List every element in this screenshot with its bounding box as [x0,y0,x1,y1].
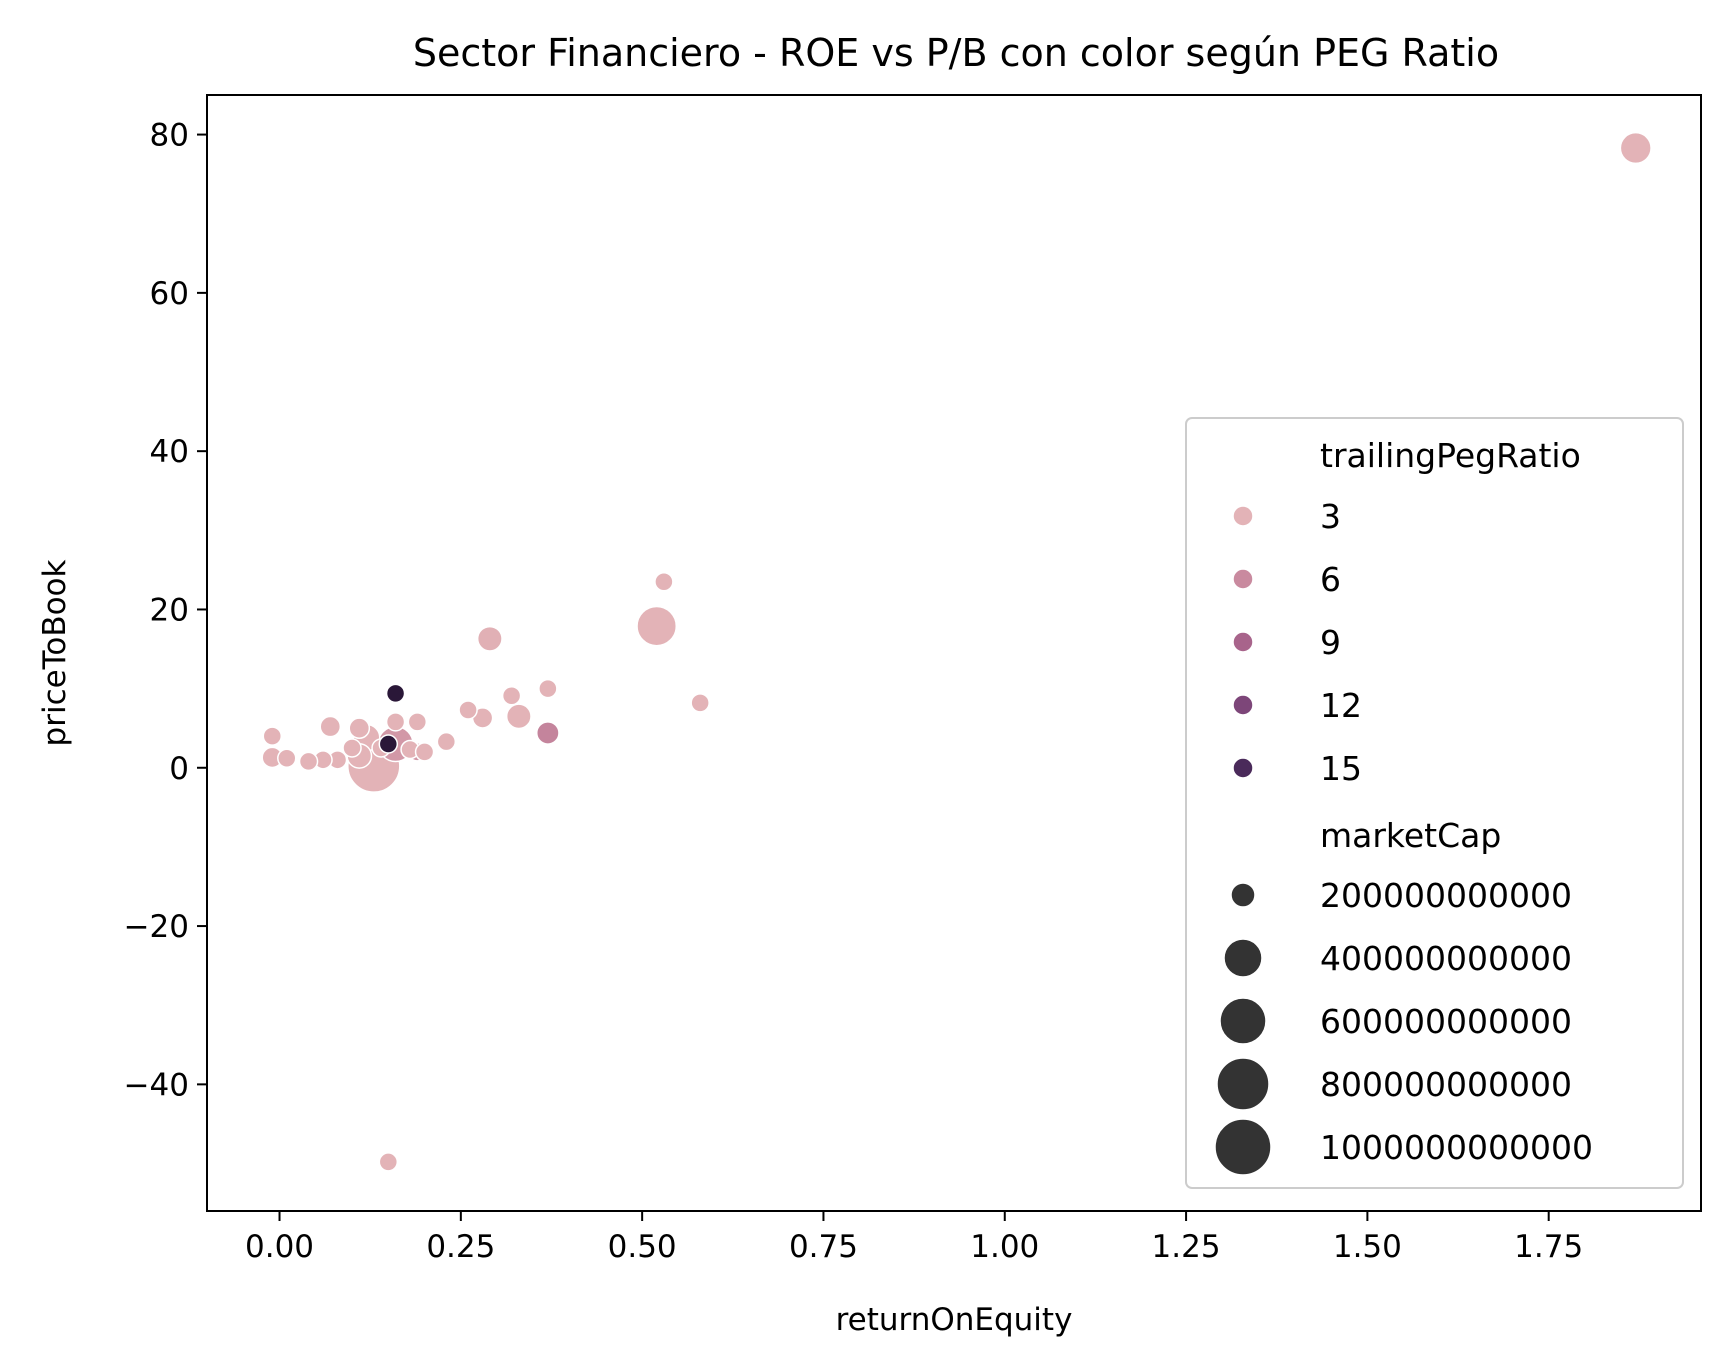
legend-hue-label: 6 [1320,560,1341,599]
y-tick-label: 80 [150,118,189,154]
data-point [378,734,399,754]
data-point [538,678,558,699]
legend-hue-label: 15 [1320,749,1362,788]
legend-hue-marker [1232,505,1254,527]
legend-hue-label: 12 [1320,686,1362,725]
legend-size-label: 200000000000 [1320,876,1572,915]
legend-size-items: 200000000000 400000000000 600000000000 8000… [1214,876,1593,1176]
legend-size-label: 1000000000000 [1320,1128,1593,1167]
data-point [505,703,532,730]
legend-size-marker [1223,938,1263,978]
legend-hue-marker [1232,757,1254,779]
y-tick-label: 20 [150,592,189,628]
legend: trailingPegRatio marketCap 3 6 9 12 15 20000… [1185,417,1684,1189]
x-tick-label: 0.50 [608,1229,677,1265]
data-point [277,748,297,769]
x-tick-label: 1.75 [1514,1229,1583,1265]
data-point [378,1152,399,1172]
y-tick-label: −40 [124,1067,189,1103]
legend-hue-label: 9 [1320,623,1341,662]
legend-size-marker [1219,997,1267,1045]
legend-size-marker [1216,1057,1270,1111]
data-point [476,625,503,652]
data-point [414,742,435,762]
data-point [262,726,283,746]
data-point [407,712,428,732]
legend-hue-marker [1232,631,1254,653]
legend-size-label: 400000000000 [1320,939,1572,978]
y-axis-label: priceToBook [37,559,73,746]
legend-hue-label: 3 [1320,497,1341,536]
data-point [636,605,678,647]
x-axis-label: returnOnEquity [836,1302,1073,1338]
data-point [348,717,371,740]
legend-hue-title: trailingPegRatio [1320,436,1581,475]
x-tick-label: 1.25 [1152,1229,1221,1265]
data-point [535,721,560,745]
data-point [319,715,342,738]
legend-hue-items: 3 6 9 12 15 [1232,497,1362,788]
points-layer [261,131,1652,1172]
legend-size-marker [1214,1118,1272,1176]
data-point [1619,131,1652,165]
x-tick-label: 1.50 [1333,1229,1402,1265]
y-tick-label: −20 [124,909,189,945]
legend-size-marker [1230,882,1256,908]
legend-hue-marker [1232,568,1254,590]
legend-size-label: 800000000000 [1320,1065,1572,1104]
data-point [385,712,406,732]
y-tick-label: 0 [169,751,189,787]
legend-size-label: 600000000000 [1320,1002,1572,1041]
y-axis: −40 −20 0 20 40 60 80 [124,118,207,1103]
data-point [385,683,406,704]
data-point [342,738,362,758]
x-tick-label: 0.00 [245,1229,314,1265]
x-axis: 0.00 0.25 0.50 0.75 1.00 1.25 1.50 1.75 [245,1211,1583,1265]
data-point [436,731,457,752]
legend-hue-marker [1232,694,1254,716]
legend-size-title: marketCap [1320,816,1501,855]
data-point [501,685,522,706]
data-point [458,700,478,720]
legend-box [1185,417,1684,1189]
y-tick-label: 60 [150,276,189,312]
data-point [690,693,710,713]
chart-title: Sector Financiero - ROE vs P/B con color… [413,31,1499,75]
x-tick-label: 0.75 [789,1229,858,1265]
y-tick-label: 40 [150,434,189,470]
x-tick-label: 0.25 [426,1229,495,1265]
data-point [654,572,674,592]
data-point [298,751,319,772]
x-tick-label: 1.00 [970,1229,1039,1265]
plot-frame [206,94,1702,1212]
